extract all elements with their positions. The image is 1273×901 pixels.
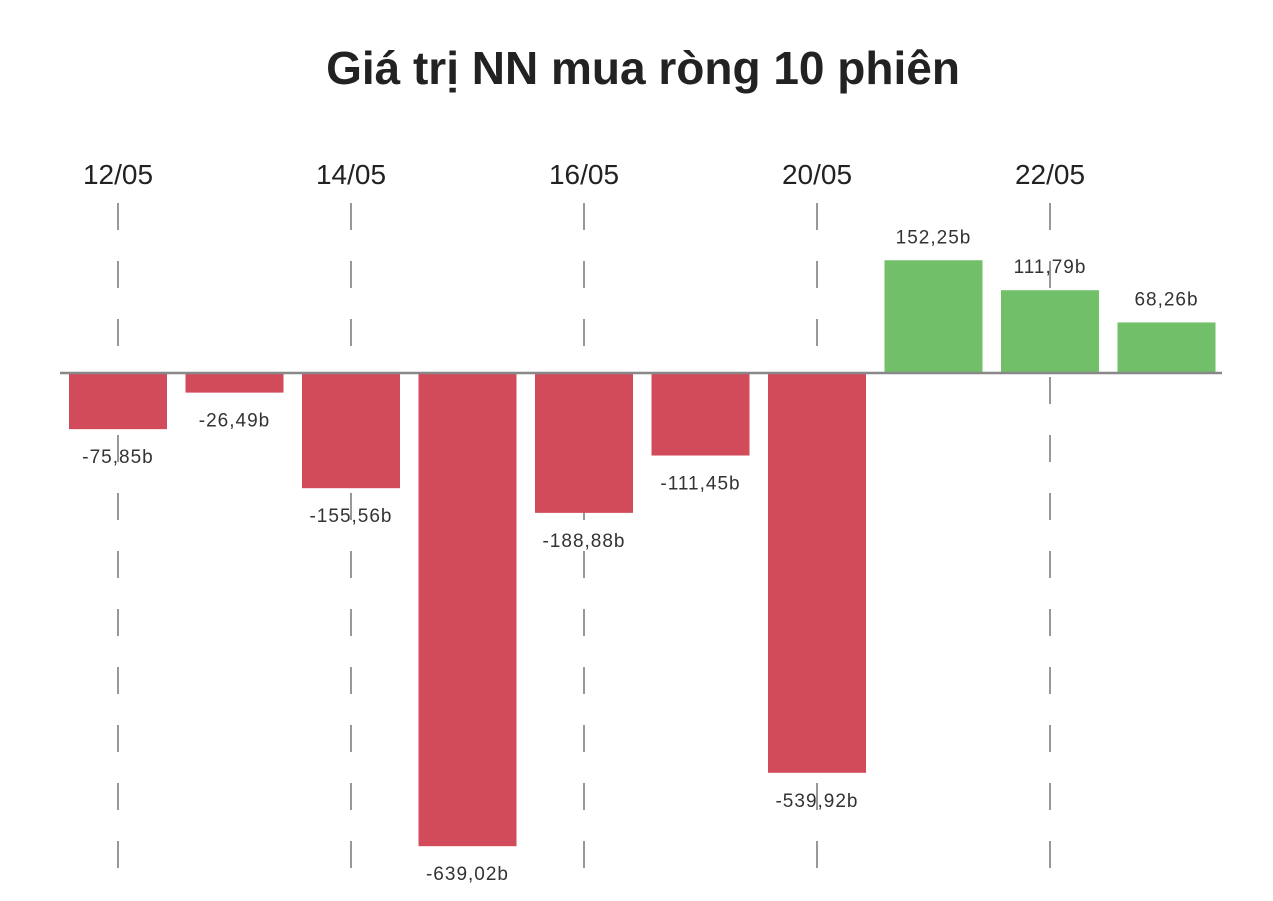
x-tick-label: 14/05 [316, 159, 386, 190]
bar [302, 373, 400, 489]
data-label: -155,56b [309, 506, 392, 527]
data-labels: -75,85b -26,49b -155,56b -639,02b -188,88b -1… [82, 227, 1198, 885]
bars [69, 260, 1216, 847]
bar [884, 260, 983, 373]
data-label: -75,85b [82, 447, 153, 468]
data-label: -26,49b [199, 411, 270, 432]
bar [418, 373, 517, 847]
x-tick-label: 22/05 [1015, 159, 1085, 190]
bar [768, 373, 866, 773]
x-tick-label: 16/05 [549, 159, 619, 190]
x-tick-label: 20/05 [782, 159, 852, 190]
bar [1001, 290, 1099, 373]
data-label: 152,25b [896, 227, 972, 248]
bar [535, 373, 633, 513]
data-label: 68,26b [1134, 289, 1198, 310]
data-label: -111,45b [660, 474, 740, 495]
data-label: -188,88b [542, 531, 625, 552]
x-tick-labels: 12/05 14/05 16/05 20/05 22/05 [83, 159, 1085, 190]
bar [185, 373, 284, 393]
bar [651, 373, 750, 456]
data-label: 111,79b [1014, 257, 1087, 278]
bar [1117, 322, 1216, 373]
x-tick-label: 12/05 [83, 159, 153, 190]
data-label: -639,02b [426, 864, 509, 885]
data-label: -539,92b [775, 791, 858, 812]
bar [69, 373, 167, 430]
chart-title: Giá trị NN mua ròng 10 phiên [326, 42, 960, 94]
